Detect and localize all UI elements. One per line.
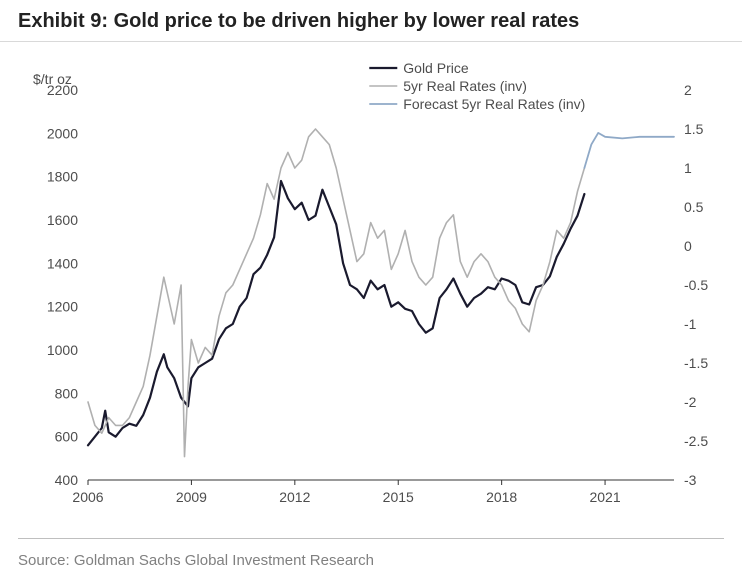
legend-item: 5yr Real Rates (inv) bbox=[403, 78, 527, 94]
footer-rule bbox=[18, 538, 724, 539]
svg-text:1: 1 bbox=[684, 160, 692, 176]
svg-text:1600: 1600 bbox=[47, 212, 78, 228]
legend-item: Gold Price bbox=[403, 60, 469, 76]
chart-area: 4006008001000120014001600180020002200$/t… bbox=[18, 60, 724, 520]
series-forecast_real_rates_inv bbox=[584, 133, 674, 168]
svg-text:2006: 2006 bbox=[72, 489, 103, 505]
svg-text:1.5: 1.5 bbox=[684, 121, 704, 137]
svg-text:600: 600 bbox=[55, 429, 79, 445]
svg-text:1800: 1800 bbox=[47, 169, 78, 185]
svg-text:-1.5: -1.5 bbox=[684, 355, 708, 371]
svg-text:-2: -2 bbox=[684, 394, 697, 410]
svg-text:2021: 2021 bbox=[589, 489, 620, 505]
series-real_rates_inv bbox=[88, 129, 584, 457]
svg-text:400: 400 bbox=[55, 472, 79, 488]
svg-text:2018: 2018 bbox=[486, 489, 517, 505]
svg-text:2012: 2012 bbox=[279, 489, 310, 505]
svg-text:-1: -1 bbox=[684, 316, 697, 332]
series-gold_price bbox=[88, 181, 584, 445]
legend-item: Forecast 5yr Real Rates (inv) bbox=[403, 96, 585, 112]
svg-text:1000: 1000 bbox=[47, 342, 78, 358]
svg-text:$/tr oz: $/tr oz bbox=[33, 71, 72, 87]
svg-text:-3: -3 bbox=[684, 472, 697, 488]
svg-text:-2.5: -2.5 bbox=[684, 433, 708, 449]
svg-text:2009: 2009 bbox=[176, 489, 207, 505]
chart-svg: 4006008001000120014001600180020002200$/t… bbox=[18, 60, 724, 520]
svg-text:2: 2 bbox=[684, 82, 692, 98]
exhibit-title: Exhibit 9: Gold price to be driven highe… bbox=[0, 0, 742, 42]
svg-text:1400: 1400 bbox=[47, 255, 78, 271]
svg-text:2015: 2015 bbox=[383, 489, 414, 505]
source-text: Source: Goldman Sachs Global Investment … bbox=[18, 552, 374, 569]
svg-text:1200: 1200 bbox=[47, 299, 78, 315]
svg-text:0: 0 bbox=[684, 238, 692, 254]
svg-text:800: 800 bbox=[55, 385, 79, 401]
svg-text:-0.5: -0.5 bbox=[684, 277, 708, 293]
svg-text:2000: 2000 bbox=[47, 125, 78, 141]
svg-text:0.5: 0.5 bbox=[684, 199, 704, 215]
